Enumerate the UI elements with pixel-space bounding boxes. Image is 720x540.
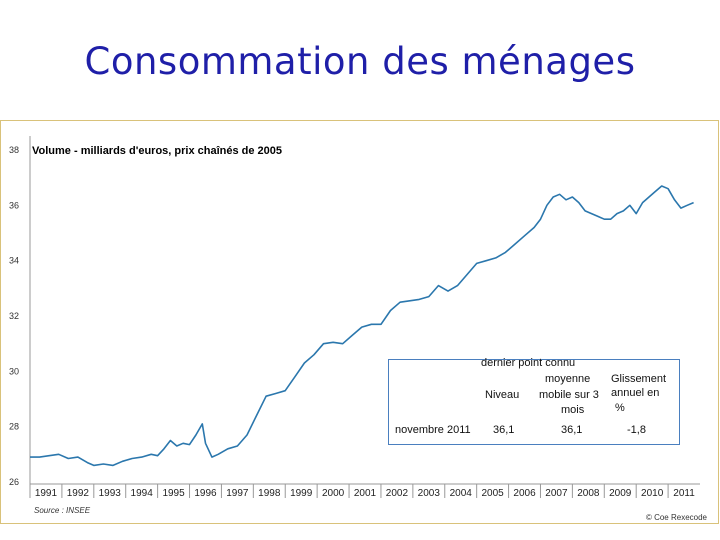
inset-col-niveau: Niveau [485,389,520,401]
x-tick-label: 2005 [481,488,504,499]
inset-col-gl-line2: annuel en [611,387,660,399]
inset-row-label: novembre 2011 [395,424,471,436]
x-tick-label: 2002 [386,488,409,499]
series-line-consommation [30,185,694,467]
chart-subtitle: Volume - milliards d'euros, prix chaînés… [32,145,282,157]
inset-col-mm-line3: mois [561,404,585,416]
inset-col-gl-line1: Glissement [611,373,667,385]
x-tick-label: 2006 [513,488,536,499]
x-tick-label: 2003 [418,488,441,499]
x-tick-label: 1991 [35,488,58,499]
y-tick-label: 30 [9,366,19,376]
x-tick-label: 2009 [609,488,632,499]
chart-frame [0,120,719,524]
x-tick-labels: 1991 1992 1993 1994 1995 1996 1997 1998 1999 2000… [29,484,695,499]
y-tick-labels: 38 36 34 32 30 28 26 [9,145,19,487]
x-tick-label: 2007 [545,488,568,499]
y-tick-label: 28 [9,422,19,432]
y-tick-label: 34 [9,256,19,266]
y-tick-label: 32 [9,311,19,321]
x-tick-label: 1995 [162,488,185,499]
inset-glissement-value: -1,8 [627,424,646,436]
y-tick-label: 36 [9,200,19,210]
x-tick-label: 1994 [131,488,154,499]
x-tick-label: 2000 [322,488,345,499]
inset-mm-value: 36,1 [561,424,583,436]
slide-title: Consommation des ménages [84,40,636,83]
inset-table: dernier point connu moyenne Glissement N… [388,357,680,445]
x-tick-label: 1998 [258,488,281,499]
inset-col-mm-line2: mobile sur 3 [539,389,599,401]
inset-col-mm-line1: moyenne [545,373,591,385]
x-tick-label: 2011 [673,488,695,499]
inset-col-gl-line3: % [615,402,625,414]
x-tick-label: 1993 [99,488,122,499]
inset-header: dernier point connu [481,357,576,369]
x-tick-label: 2001 [354,488,377,499]
inset-niveau-value: 36,1 [493,424,515,436]
y-tick-label: 26 [9,477,19,487]
x-tick-label: 1999 [290,488,313,499]
y-tick-label: 38 [9,145,19,155]
credit-note: © Coe Rexecode [646,513,708,522]
x-tick-label: 1996 [194,488,217,499]
x-tick-label: 1992 [67,488,90,499]
x-tick-label: 1997 [226,488,249,499]
x-tick-label: 2004 [450,488,473,499]
source-note: Source : INSEE [34,506,91,515]
x-tick-label: 2010 [641,488,664,499]
x-tick-label: 2008 [577,488,600,499]
